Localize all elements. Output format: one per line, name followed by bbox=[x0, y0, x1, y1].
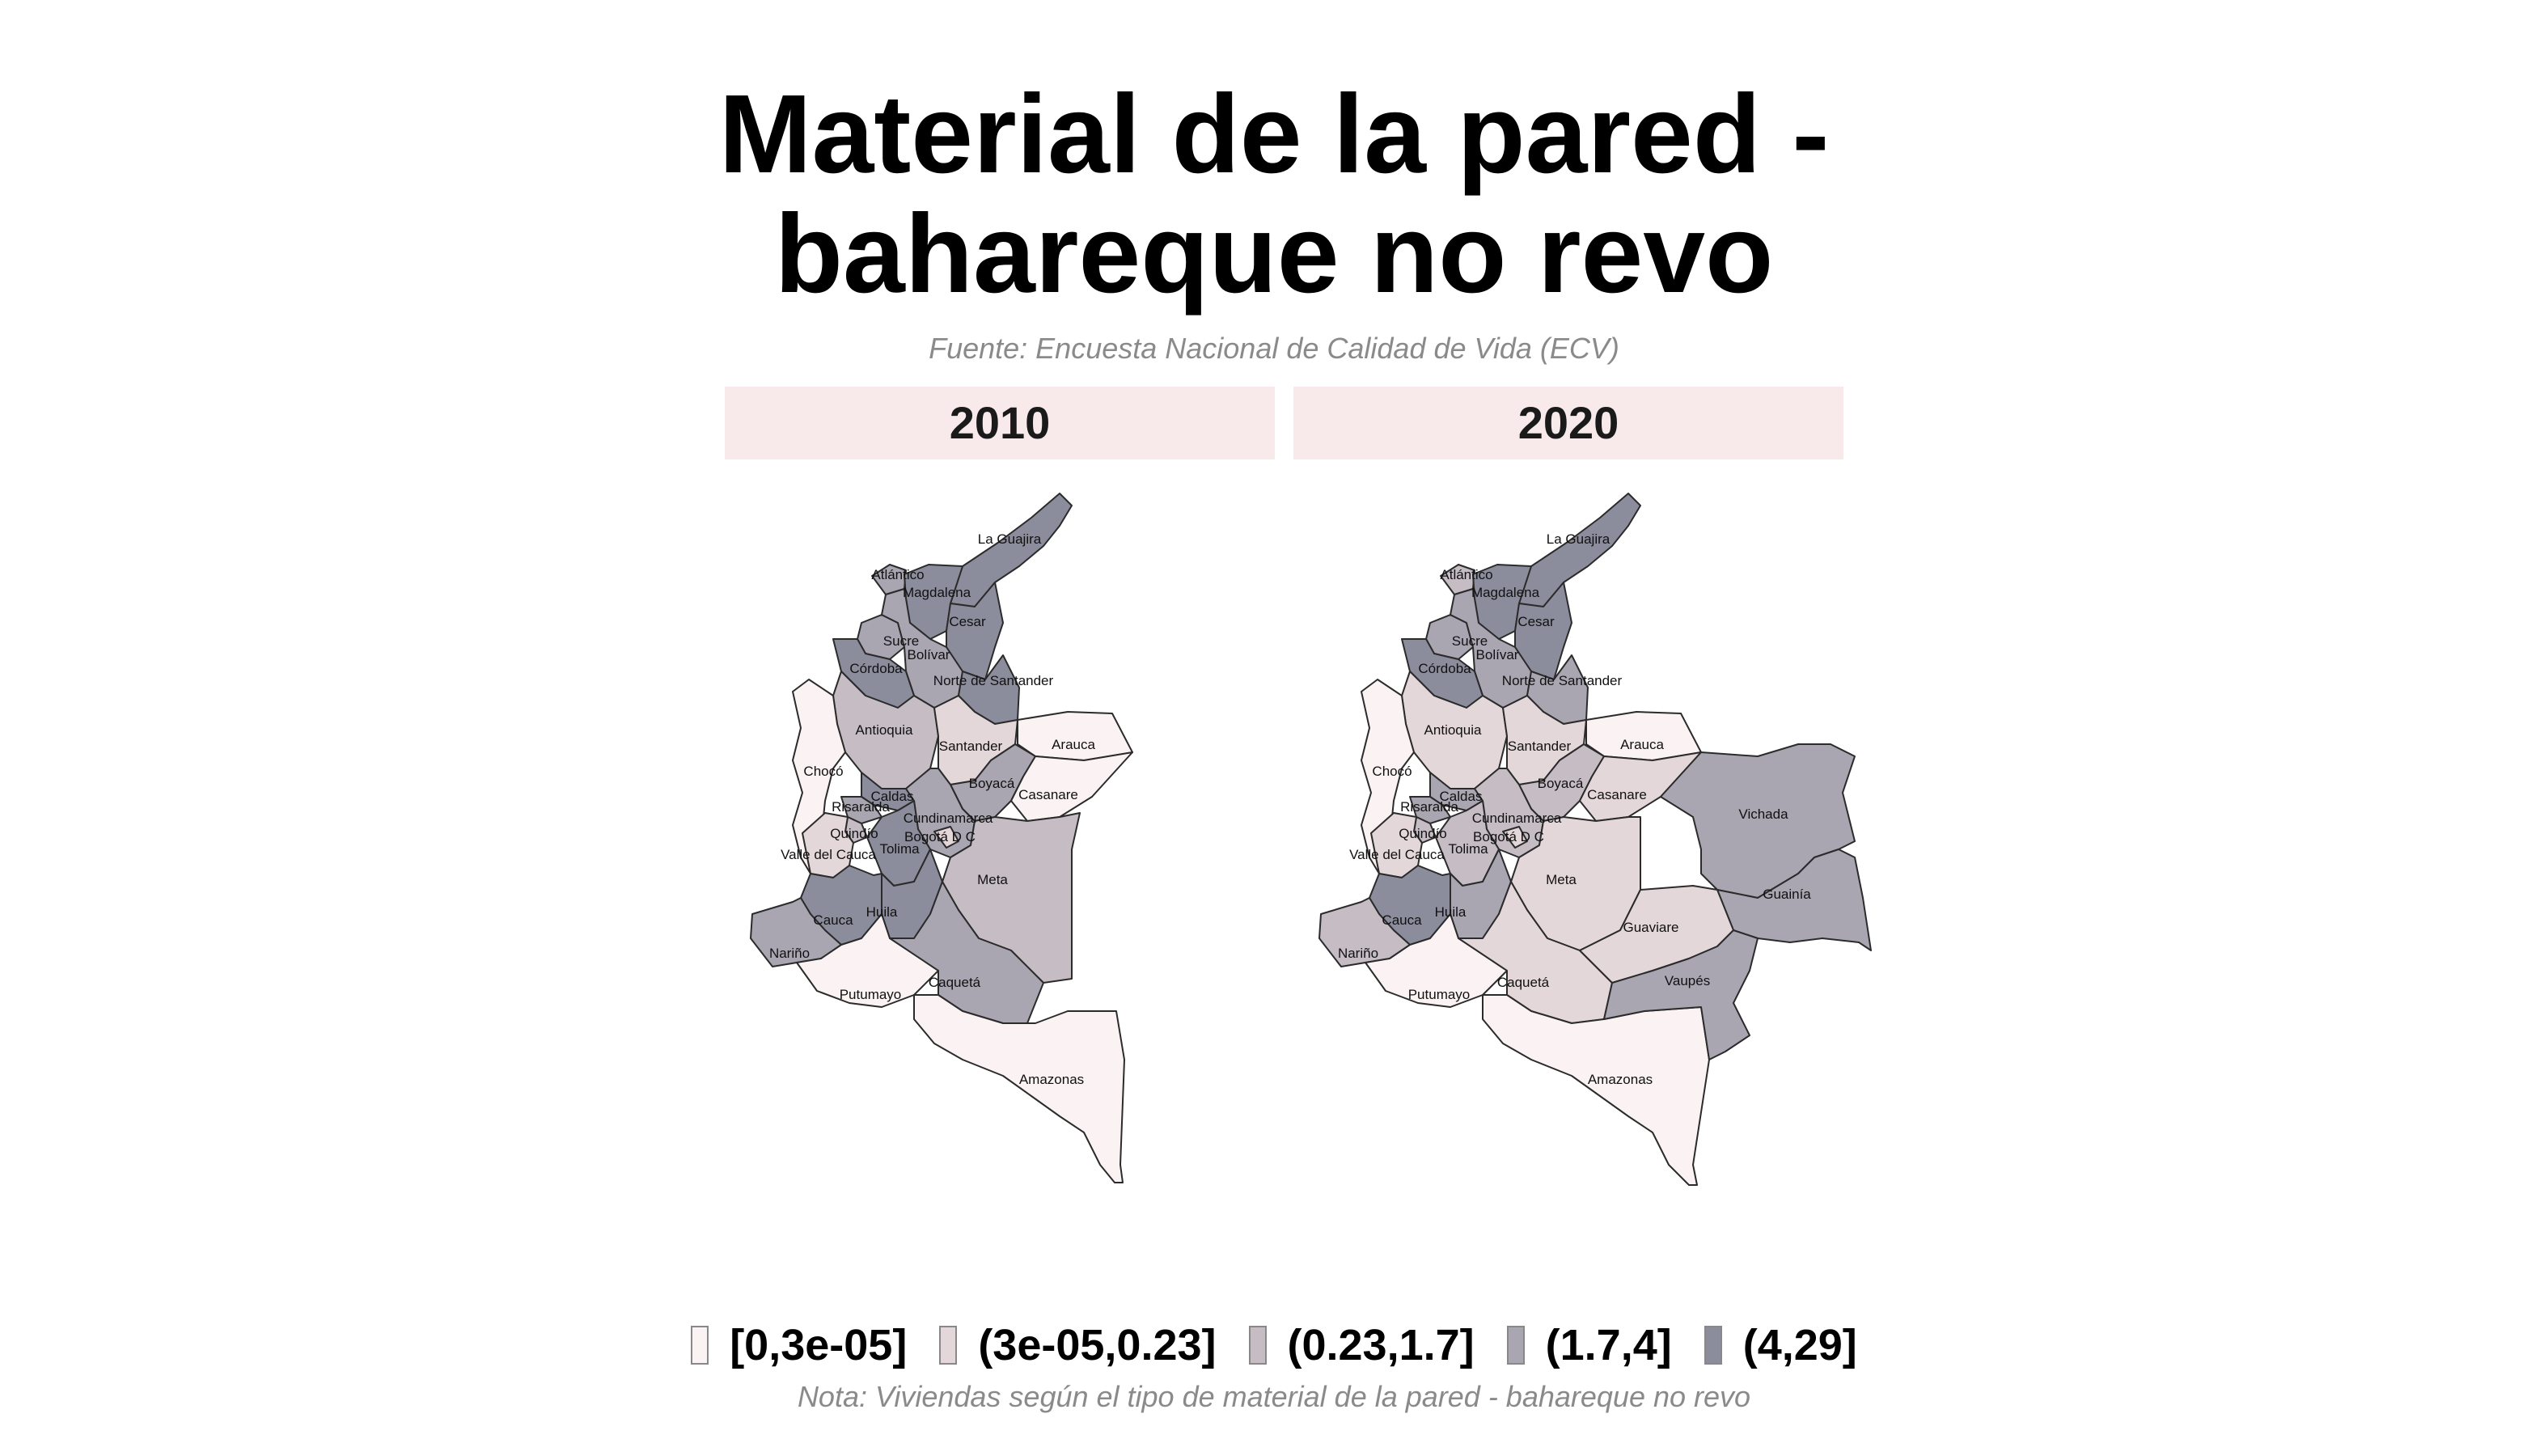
label-amazonas-2010: Amazonas bbox=[1019, 1072, 1084, 1087]
label-atlantico-2010: Atlántico bbox=[871, 567, 924, 582]
facet-strip-2020: 2020 bbox=[1293, 387, 1843, 459]
department-amazonas-2020 bbox=[1482, 994, 1710, 1186]
legend-swatch bbox=[1704, 1326, 1722, 1365]
label-putumayo-2010: Putumayo bbox=[840, 987, 902, 1002]
department-arauca-2010 bbox=[1017, 711, 1133, 761]
facet-strip-2010: 2010 bbox=[725, 387, 1275, 459]
choropleth-maps: La GuajiraAtlánticoMagdalenaCesarSucreBo… bbox=[750, 493, 1872, 1186]
label-cauca-2010: Cauca bbox=[813, 912, 853, 928]
title-line-2: bahareque no revo bbox=[774, 192, 1774, 316]
label-valle-del-cauca-2010: Valle del Cauca bbox=[781, 847, 876, 862]
label-risaralda-2020: Risaralda bbox=[1400, 799, 1458, 815]
label-santander-2020: Santander bbox=[1508, 739, 1572, 754]
label-caqueta-2010: Caquetá bbox=[929, 975, 981, 990]
label-cordoba-2010: Córdoba bbox=[849, 661, 903, 676]
label-huila-2010: Huila bbox=[866, 904, 898, 920]
label-magdalena-2020: Magdalena bbox=[1471, 585, 1540, 600]
label-caldas-2020: Caldas bbox=[1440, 789, 1483, 804]
chart-title: Material de la pared - bahareque no revo bbox=[0, 74, 2548, 314]
legend-label: (0.23,1.7] bbox=[1287, 1321, 1475, 1369]
label-meta-2010: Meta bbox=[977, 872, 1008, 887]
label-narino-2010: Nariño bbox=[769, 946, 810, 961]
label-bogota-d-c-2010: Bogotá D C bbox=[904, 829, 976, 844]
label-choco-2010: Chocó bbox=[803, 764, 843, 779]
legend-swatch bbox=[691, 1326, 709, 1365]
legend-label: (1.7,4] bbox=[1545, 1321, 1672, 1369]
label-cesar-2010: Cesar bbox=[949, 614, 986, 629]
chart-subtitle: Fuente: Encuesta Nacional de Calidad de … bbox=[929, 332, 1619, 365]
label-guainia-2020: Guainía bbox=[1763, 887, 1811, 902]
label-cundinamarca-2020: Cundinamarca bbox=[1472, 811, 1562, 826]
department-vaupes-2020 bbox=[1603, 929, 1759, 1060]
label-vaupes-2020: Vaupés bbox=[1665, 973, 1710, 988]
department-bogota-d-c-2010 bbox=[933, 826, 959, 849]
label-la-guajira-2010: La Guajira bbox=[978, 531, 1042, 547]
map-panel-2020: La GuajiraAtlánticoMagdalenaCesarSucreBo… bbox=[1318, 493, 1872, 1186]
label-guaviare-2020: Guaviare bbox=[1623, 920, 1679, 935]
label-norte-de-santander-2020: Norte de Santander bbox=[1502, 673, 1623, 688]
label-huila-2020: Huila bbox=[1435, 904, 1467, 920]
label-tolima-2020: Tolima bbox=[1448, 841, 1488, 857]
label-caldas-2010: Caldas bbox=[871, 789, 914, 804]
label-bolivar-2010: Bolívar bbox=[908, 647, 950, 662]
label-cundinamarca-2010: Cundinamarca bbox=[904, 811, 993, 826]
department-cesar-2010 bbox=[946, 582, 1004, 680]
legend-item: [0,3e-05] bbox=[691, 1320, 907, 1370]
label-cesar-2020: Cesar bbox=[1517, 614, 1555, 629]
label-cauca-2020: Cauca bbox=[1382, 912, 1422, 928]
label-caqueta-2020: Caquetá bbox=[1497, 975, 1550, 990]
label-vichada-2020: Vichada bbox=[1738, 806, 1788, 822]
label-choco-2020: Chocó bbox=[1372, 764, 1412, 779]
label-norte-de-santander-2010: Norte de Santander bbox=[933, 673, 1054, 688]
legend-swatch bbox=[1506, 1326, 1525, 1365]
label-atlantico-2020: Atlántico bbox=[1440, 567, 1492, 582]
label-antioquia-2020: Antioquia bbox=[1424, 722, 1482, 738]
label-santander-2010: Santander bbox=[939, 739, 1003, 754]
label-cordoba-2020: Córdoba bbox=[1418, 661, 1471, 676]
legend-item: (4,29] bbox=[1704, 1320, 1857, 1370]
label-boyaca-2020: Boyacá bbox=[1538, 776, 1584, 791]
legend-item: (3e-05,0.23] bbox=[939, 1320, 1217, 1370]
department-arauca-2020 bbox=[1585, 711, 1702, 761]
label-tolima-2010: Tolima bbox=[879, 841, 920, 857]
label-narino-2020: Nariño bbox=[1338, 946, 1378, 961]
label-valle-del-cauca-2020: Valle del Cauca bbox=[1349, 847, 1445, 862]
legend-item: (0.23,1.7] bbox=[1248, 1320, 1475, 1370]
label-sucre-2010: Sucre bbox=[883, 633, 919, 649]
label-sucre-2020: Sucre bbox=[1452, 633, 1488, 649]
label-arauca-2020: Arauca bbox=[1620, 737, 1664, 752]
label-quindio-2010: Quindío bbox=[830, 826, 878, 841]
legend-swatch bbox=[939, 1326, 958, 1365]
legend: [0,3e-05] (3e-05,0.23] (0.23,1.7] (1.7,4] (4… bbox=[0, 1320, 2548, 1370]
label-bogota-d-c-2020: Bogotá D C bbox=[1473, 829, 1544, 844]
legend-label: (3e-05,0.23] bbox=[978, 1321, 1217, 1369]
label-bolivar-2020: Bolívar bbox=[1476, 647, 1519, 662]
label-amazonas-2020: Amazonas bbox=[1588, 1072, 1653, 1087]
title-line-1: Material de la pared - bbox=[718, 72, 1830, 197]
legend-label: (4,29] bbox=[1742, 1321, 1857, 1369]
map-panel-2010: La GuajiraAtlánticoMagdalenaCesarSucreBo… bbox=[750, 493, 1133, 1183]
department-amazonas-2010 bbox=[913, 994, 1125, 1183]
department-bogota-d-c-2020 bbox=[1502, 826, 1528, 849]
label-arauca-2010: Arauca bbox=[1052, 737, 1095, 752]
legend-item: (1.7,4] bbox=[1506, 1320, 1672, 1370]
label-casanare-2010: Casanare bbox=[1018, 787, 1078, 802]
label-putumayo-2020: Putumayo bbox=[1408, 987, 1471, 1002]
legend-label: [0,3e-05] bbox=[730, 1321, 908, 1369]
label-casanare-2020: Casanare bbox=[1587, 787, 1647, 802]
label-risaralda-2010: Risaralda bbox=[832, 799, 890, 815]
department-cesar-2020 bbox=[1514, 582, 1572, 680]
label-boyaca-2010: Boyacá bbox=[969, 776, 1015, 791]
label-antioquia-2010: Antioquia bbox=[856, 722, 913, 738]
department-guainia-2020 bbox=[1716, 849, 1872, 951]
label-magdalena-2010: Magdalena bbox=[903, 585, 971, 600]
legend-swatch bbox=[1248, 1326, 1267, 1365]
label-meta-2020: Meta bbox=[1546, 872, 1577, 887]
label-quindio-2020: Quindío bbox=[1399, 826, 1447, 841]
label-la-guajira-2020: La Guajira bbox=[1547, 531, 1610, 547]
chart-note: Nota: Viviendas según el tipo de materia… bbox=[797, 1380, 1751, 1413]
